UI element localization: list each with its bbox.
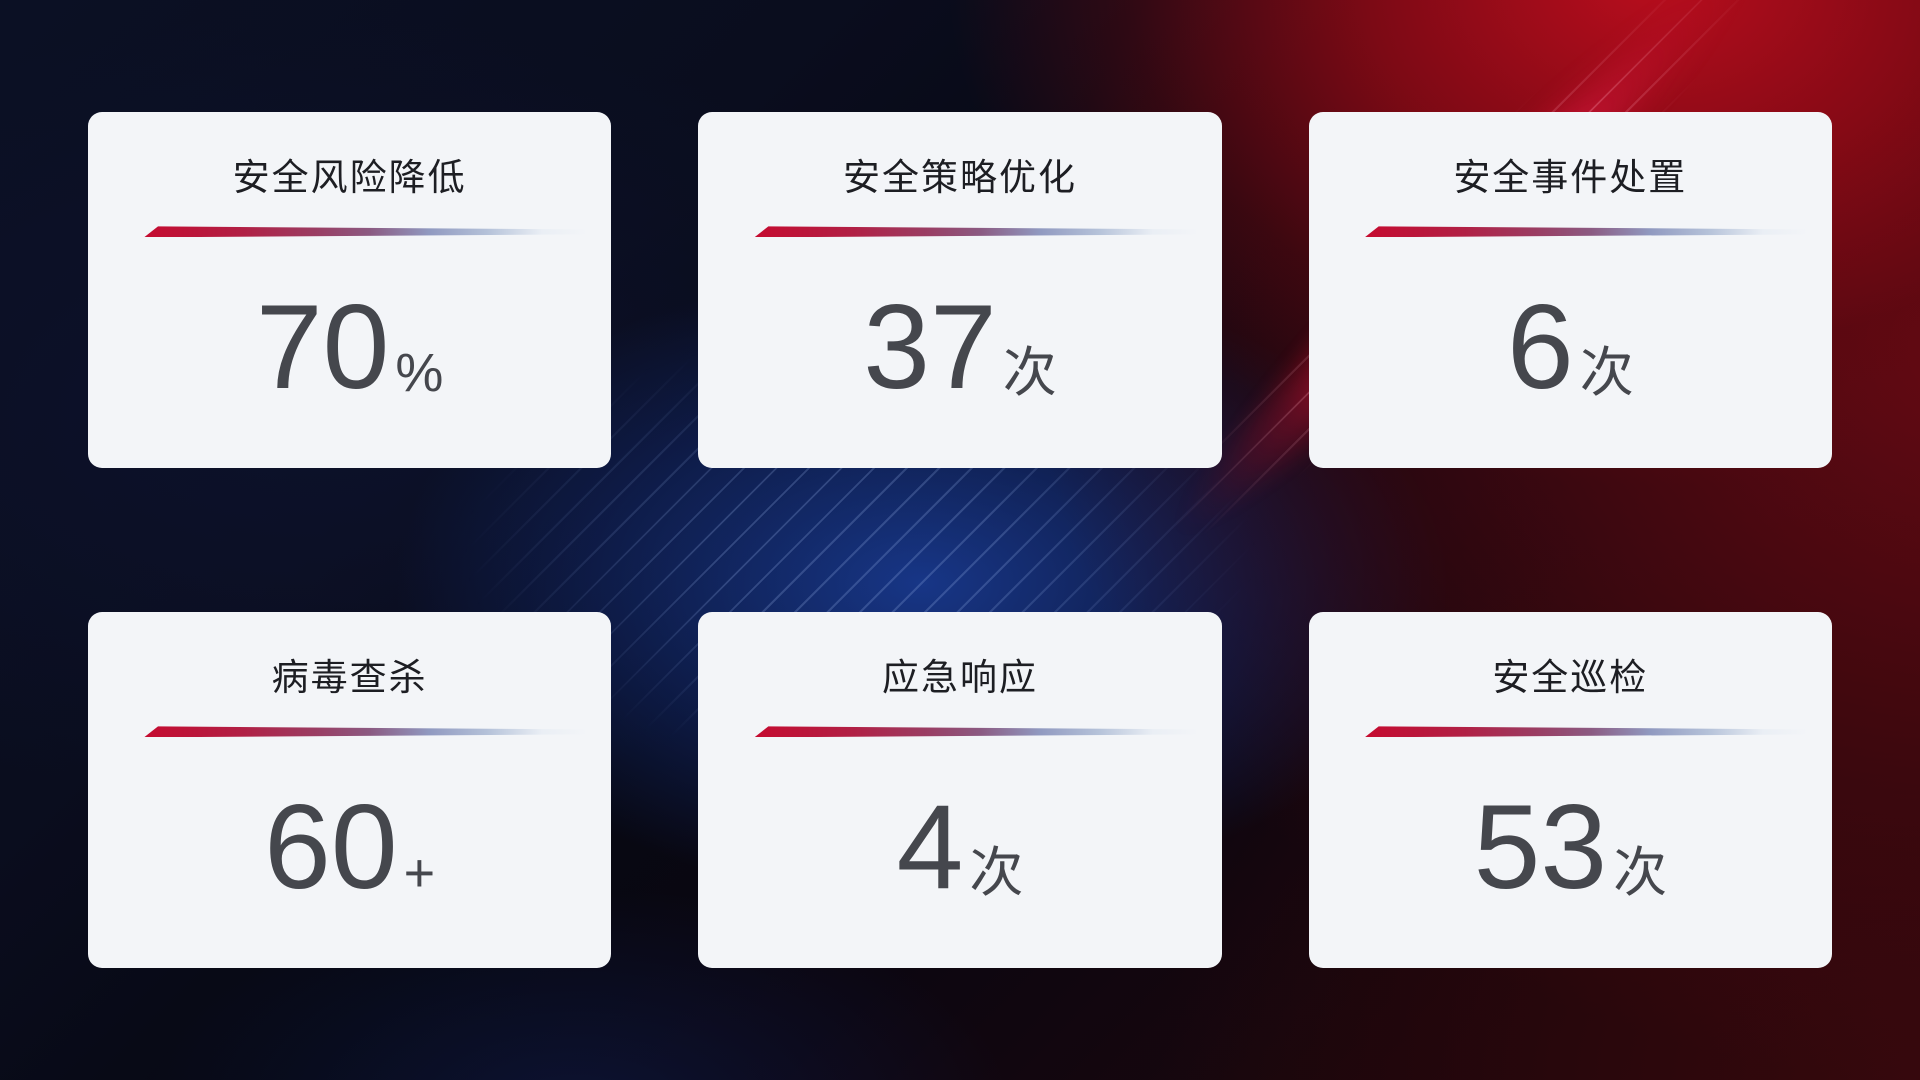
stat-card-policy-optimization: 安全策略优化 37 次 (698, 112, 1222, 468)
card-title: 安全事件处置 (1453, 157, 1688, 198)
stat-value-row: 53 次 (1309, 787, 1832, 907)
stat-value: 6 (1506, 280, 1574, 415)
stat-value: 37 (863, 280, 997, 415)
stat-unit: 次 (1613, 843, 1668, 904)
stat-unit: 次 (969, 843, 1024, 904)
stat-value-row: 37 次 (698, 287, 1221, 407)
card-title: 应急响应 (881, 657, 1038, 698)
stat-value: 53 (1473, 780, 1608, 915)
gradient-divider (144, 226, 597, 238)
gradient-divider (1364, 226, 1817, 238)
stat-card-risk-reduction: 安全风险降低 70 % (88, 112, 612, 468)
gradient-divider (754, 726, 1207, 738)
card-title: 安全策略优化 (842, 157, 1077, 198)
stat-value-row: 6 次 (1309, 287, 1832, 407)
stat-card-virus-scan: 病毒查杀 60 + (88, 612, 612, 968)
stat-value-row: 60 + (88, 787, 611, 907)
stat-unit: 次 (1002, 343, 1057, 404)
stat-value: 60 (264, 780, 398, 915)
gradient-divider (1364, 726, 1817, 738)
stat-value: 4 (896, 780, 964, 915)
stat-card-incident-handling: 安全事件处置 6 次 (1308, 112, 1832, 468)
stat-card-security-inspection: 安全巡检 53 次 (1308, 612, 1832, 968)
card-title: 安全巡检 (1492, 657, 1649, 698)
stat-card-emergency-response: 应急响应 4 次 (698, 612, 1222, 968)
stat-unit: % (395, 343, 444, 404)
stat-unit: + (403, 843, 436, 904)
stat-value: 70 (255, 280, 390, 415)
card-title: 安全风险降低 (232, 157, 467, 198)
stat-value-row: 4 次 (698, 787, 1221, 907)
gradient-divider (144, 726, 597, 738)
gradient-divider (754, 226, 1207, 238)
stat-unit: 次 (1579, 343, 1634, 404)
card-title: 病毒查杀 (271, 657, 428, 698)
stat-value-row: 70 % (88, 287, 611, 407)
